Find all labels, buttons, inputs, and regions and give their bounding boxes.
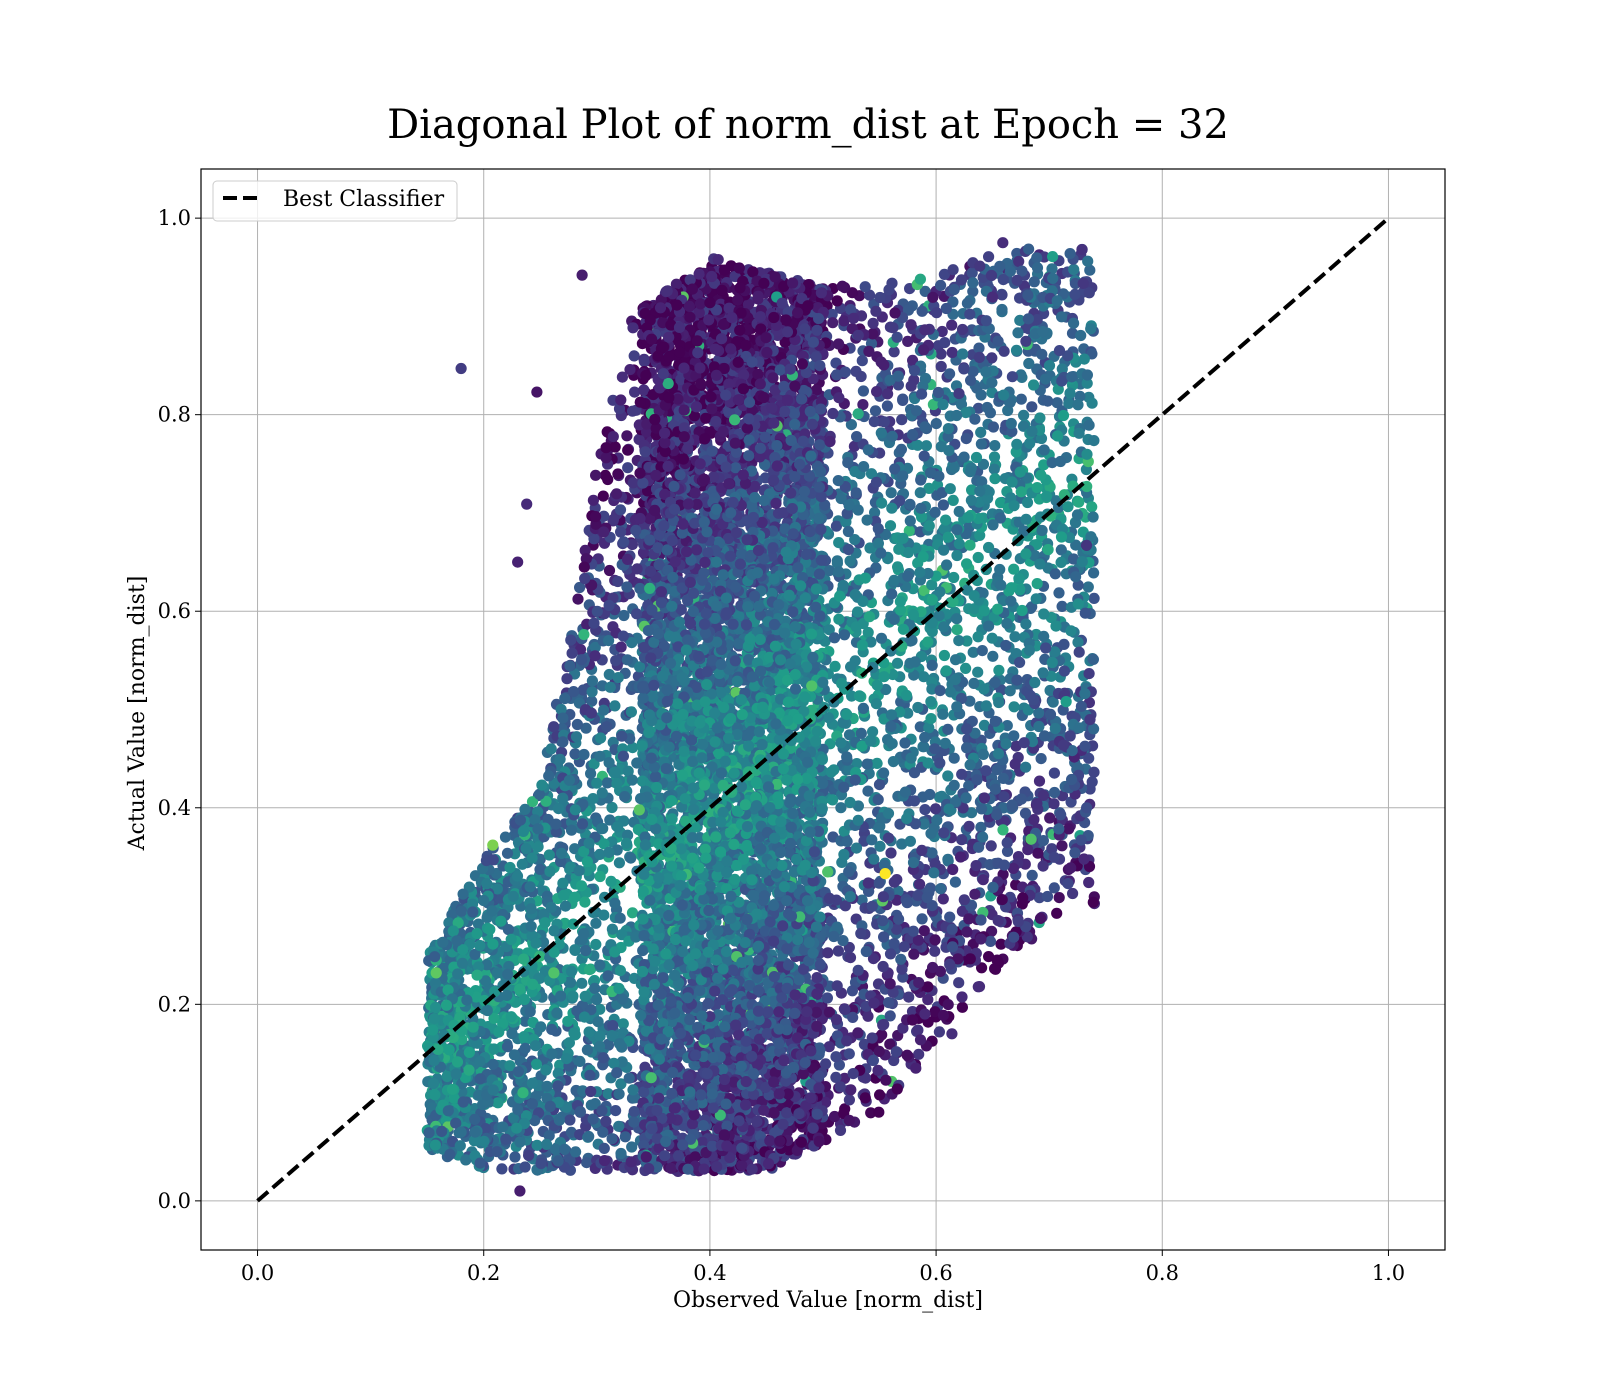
scatter-point xyxy=(977,645,988,656)
scatter-point xyxy=(1034,776,1045,787)
scatter-point xyxy=(892,658,903,669)
scatter-point xyxy=(873,538,884,549)
scatter-point xyxy=(1016,394,1027,405)
scatter-point xyxy=(961,926,972,937)
scatter-point xyxy=(925,696,936,707)
scatter-point xyxy=(918,671,929,682)
scatter-point xyxy=(971,452,982,463)
scatter-point xyxy=(994,564,1005,575)
scatter-point xyxy=(931,418,942,429)
scatter-point xyxy=(988,421,999,432)
scatter-point xyxy=(983,951,994,962)
scatter-point xyxy=(616,642,627,653)
scatter-point xyxy=(544,849,555,860)
scatter-point xyxy=(961,558,972,569)
scatter-point xyxy=(913,1049,924,1060)
scatter-point xyxy=(1049,768,1060,779)
scatter-point xyxy=(989,440,1000,451)
scatter-point xyxy=(843,544,854,555)
scatter-point xyxy=(935,348,946,359)
scatter-point xyxy=(1067,888,1078,899)
scatter-point xyxy=(872,758,883,769)
scatter-point xyxy=(1086,501,1097,512)
scatter-point xyxy=(614,857,625,868)
scatter-point xyxy=(874,878,885,889)
scatter-point xyxy=(1036,753,1047,764)
scatter-point xyxy=(627,907,638,918)
scatter-point xyxy=(929,946,940,957)
scatter-point xyxy=(942,770,953,781)
scatter-point xyxy=(870,405,881,416)
scatter-point xyxy=(851,843,862,854)
scatter-point xyxy=(1072,637,1083,648)
scatter-point xyxy=(830,1051,841,1062)
scatter-point xyxy=(557,878,568,889)
scatter-point xyxy=(1009,701,1020,712)
scatter-point xyxy=(947,347,958,358)
scatter-point xyxy=(851,487,862,498)
scatter-point xyxy=(869,416,880,427)
scatter-point xyxy=(1088,567,1099,578)
scatter-point xyxy=(629,1106,640,1117)
scatter-point xyxy=(1018,410,1029,421)
scatter-point xyxy=(989,451,1000,462)
scatter-point xyxy=(1012,327,1023,338)
scatter-point xyxy=(1038,861,1049,872)
scatter-point xyxy=(956,834,967,845)
scatter-point xyxy=(905,515,916,526)
scatter-point xyxy=(889,877,900,888)
scatter-point xyxy=(837,281,848,292)
scatter-point xyxy=(919,804,930,815)
scatter-point xyxy=(844,1094,855,1105)
scatter-point xyxy=(832,980,843,991)
scatter-point xyxy=(622,462,633,473)
scatter-point xyxy=(938,893,949,904)
scatter-point xyxy=(822,866,833,877)
scatter-point xyxy=(873,1107,884,1118)
scatter-point xyxy=(910,1063,921,1074)
scatter-point xyxy=(1088,511,1099,522)
scatter-point xyxy=(973,552,984,563)
scatter-point xyxy=(629,350,640,361)
scatter-point xyxy=(1049,787,1060,798)
scatter-point xyxy=(577,818,588,829)
scatter-point xyxy=(874,1089,885,1100)
scatter-point xyxy=(987,651,998,662)
scatter-point xyxy=(917,913,928,924)
scatter-point xyxy=(937,709,948,720)
scatter-point xyxy=(946,320,957,331)
scatter-point xyxy=(1010,759,1021,770)
scatter-point xyxy=(1042,396,1053,407)
scatter-point xyxy=(621,430,632,441)
scatter-point xyxy=(862,759,873,770)
scatter-point xyxy=(604,565,615,576)
scatter-point xyxy=(590,939,601,950)
scatter-point xyxy=(620,1131,631,1142)
scatter-point xyxy=(1089,593,1100,604)
scatter-point xyxy=(976,438,987,449)
scatter-point xyxy=(950,877,961,888)
scatter-point xyxy=(565,977,576,988)
scatter-point xyxy=(948,495,959,506)
chart-title: Diagonal Plot of norm_dist at Epoch = 32 xyxy=(387,102,1229,148)
scatter-point xyxy=(598,910,609,921)
scatter-point xyxy=(968,678,979,689)
scatter-point xyxy=(615,526,626,537)
scatter-point xyxy=(613,1121,624,1132)
scatter-point xyxy=(639,356,650,367)
scatter-point xyxy=(934,1026,945,1037)
scatter-point xyxy=(889,346,900,357)
scatter-point xyxy=(496,1163,507,1174)
